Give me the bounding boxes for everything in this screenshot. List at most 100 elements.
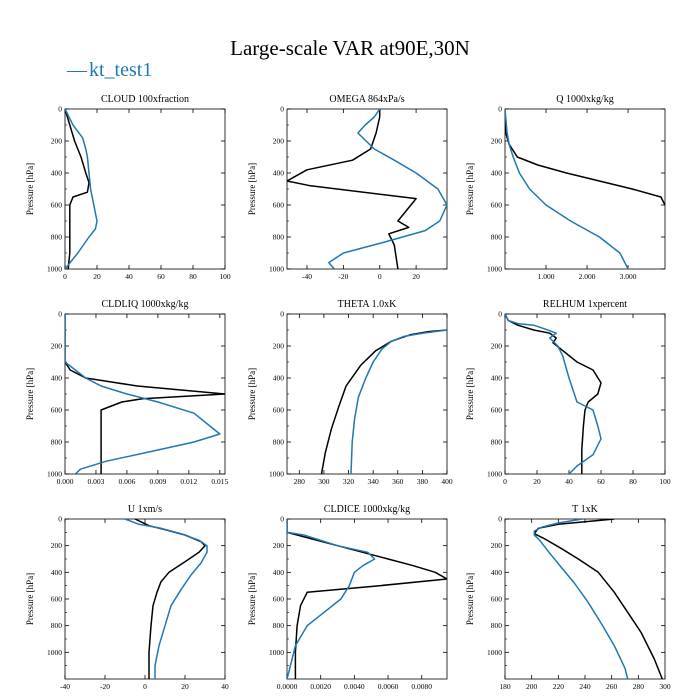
y-tick-label: 200	[491, 342, 503, 351]
y-tick-label: 0	[58, 105, 62, 114]
x-tick-label: 2.000	[579, 272, 596, 281]
y-tick-label: 1000	[269, 265, 284, 274]
y-tick-label: 0	[498, 515, 502, 524]
y-tick-label: 1000	[487, 648, 502, 657]
x-tick-label: 0.0020	[310, 682, 331, 691]
x-tick-label: 1.000	[538, 272, 555, 281]
y-tick-label: 800	[51, 233, 63, 242]
y-axis-label: Pressure [hPa]	[25, 163, 35, 215]
x-tick-label: 180	[499, 682, 511, 691]
y-axis-label: Pressure [hPa]	[247, 163, 257, 215]
series-line-kt_test1	[350, 329, 447, 474]
x-tick-label: -20	[100, 682, 110, 691]
series-line-black	[505, 314, 602, 474]
y-tick-label: 800	[273, 621, 285, 630]
y-tick-label: 0	[280, 105, 284, 114]
x-tick-label: 280	[294, 477, 306, 486]
plot-frame	[64, 313, 226, 475]
x-tick-label: 300	[659, 682, 671, 691]
y-tick-label: 600	[51, 595, 63, 604]
x-tick-label: 0	[378, 272, 382, 281]
y-tick-label: 800	[273, 233, 285, 242]
panel: Q 1000xkg/kg Pressure [hPa] 0 200 400 600 800 1…	[465, 94, 666, 281]
y-axis-label: Pressure [hPa]	[247, 573, 257, 625]
x-tick-label: 340	[368, 477, 380, 486]
x-tick-label: 320	[343, 477, 355, 486]
x-tick-label: 400	[441, 477, 453, 486]
y-tick-label: 0	[58, 310, 62, 319]
y-tick-label: 1000	[47, 265, 62, 274]
x-tick-label: 40	[221, 682, 229, 691]
y-tick-label: 200	[51, 342, 63, 351]
y-tick-label: 1000	[269, 470, 284, 479]
x-tick-label: 60	[157, 272, 165, 281]
x-tick-label: 0.0080	[411, 682, 432, 691]
x-tick-label: 200	[526, 682, 538, 691]
plot-frame	[64, 518, 226, 680]
y-tick-label: 1000	[487, 265, 502, 274]
figure-title: Large-scale VAR at90E,30N	[230, 36, 470, 60]
y-tick-label: 1000	[47, 648, 62, 657]
series-line-black	[134, 519, 206, 679]
plot-frame	[286, 518, 448, 680]
y-tick-label: 800	[51, 621, 63, 630]
x-tick-label: 60	[597, 477, 605, 486]
y-axis-label: Pressure [hPa]	[465, 368, 475, 420]
plot-frame	[64, 108, 226, 270]
series-line-black	[533, 519, 663, 679]
legend-label: kt_test1	[89, 59, 152, 81]
series-line-kt_test1	[65, 109, 98, 269]
y-tick-label: 800	[491, 438, 503, 447]
x-tick-label: 240	[579, 682, 591, 691]
y-tick-label: 400	[51, 568, 63, 577]
series-line-kt_test1	[124, 519, 208, 679]
y-tick-label: 1000	[269, 648, 284, 657]
x-tick-label: -40	[60, 682, 70, 691]
y-tick-label: 600	[491, 406, 503, 415]
y-tick-label: 400	[491, 169, 503, 178]
y-tick-label: 600	[273, 595, 285, 604]
y-tick-label: 400	[491, 374, 503, 383]
y-axis-label: Pressure [hPa]	[247, 368, 257, 420]
series-line-black	[65, 314, 225, 474]
y-tick-label: 400	[51, 374, 63, 383]
x-tick-label: 80	[189, 272, 197, 281]
plot-frame	[286, 313, 448, 475]
x-tick-label: 0.003	[88, 477, 105, 486]
y-tick-label: 400	[273, 169, 285, 178]
y-tick-label: 400	[273, 374, 285, 383]
x-tick-label: 380	[417, 477, 429, 486]
x-tick-label: 220	[553, 682, 565, 691]
y-tick-label: 0	[498, 310, 502, 319]
panel: T 1xK Pressure [hPa] 0 200 400 600 800 1000 180 2…	[465, 504, 671, 691]
x-tick-label: 0.009	[149, 477, 166, 486]
y-tick-label: 800	[51, 438, 63, 447]
y-tick-label: 400	[491, 568, 503, 577]
x-tick-label: 280	[633, 682, 645, 691]
series-line-black	[505, 109, 665, 206]
legend: — kt_test1	[66, 59, 152, 81]
y-tick-label: 200	[491, 137, 503, 146]
x-tick-label: 0.0000	[277, 682, 298, 691]
plot-frame	[286, 108, 448, 270]
plot-frame	[504, 313, 666, 475]
panel-title: OMEGA 864xPa/s	[329, 94, 404, 105]
y-tick-label: 800	[273, 438, 285, 447]
panel: CLDICE 1000xkg/kg Pressure [hPa] 0 200 400 60…	[247, 504, 448, 691]
series-line-black	[287, 109, 417, 269]
x-tick-label: 0	[63, 272, 67, 281]
x-tick-label: 100	[659, 477, 671, 486]
y-tick-label: 600	[491, 201, 503, 210]
panel-title: T 1xK	[572, 504, 598, 515]
y-tick-label: 400	[273, 568, 285, 577]
panel-title: CLDLIQ 1000xkg/kg	[102, 299, 189, 310]
x-tick-label: 80	[629, 477, 637, 486]
series-line-kt_test1	[287, 519, 376, 679]
y-tick-label: 0	[280, 515, 284, 524]
series-line-black	[320, 329, 447, 474]
panel-title: THETA 1.0xK	[338, 299, 397, 310]
